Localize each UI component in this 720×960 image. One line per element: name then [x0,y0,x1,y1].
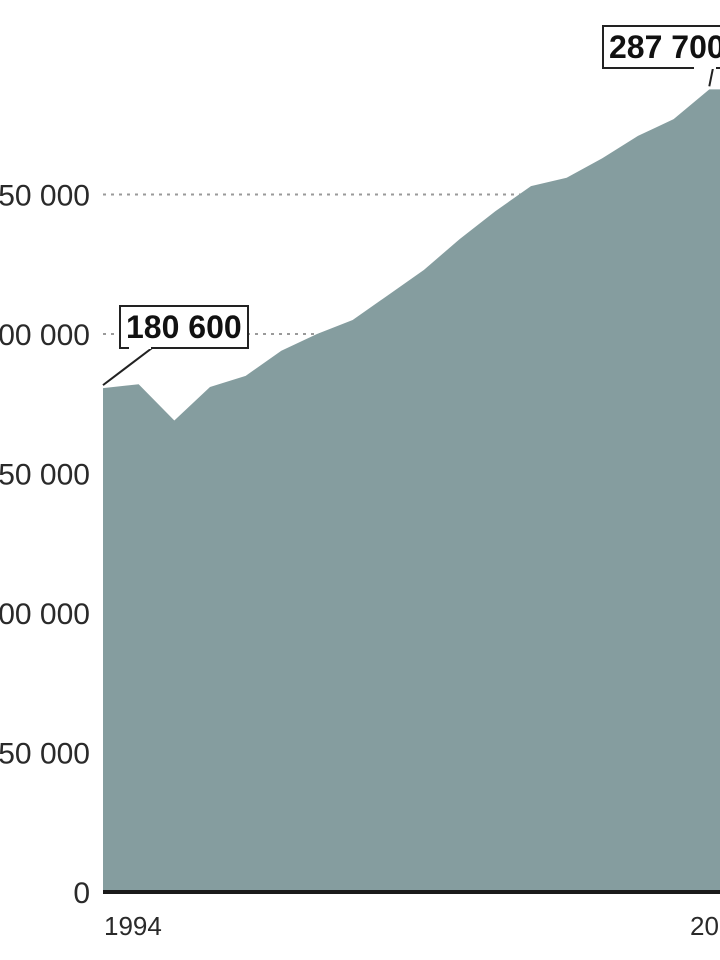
x-tick-label: 1994 [104,911,162,941]
y-tick-labels: 0 50 000 100 000 150 000 200 000 250 000 [0,180,90,911]
callouts: 180 600 287 700 [102,25,720,386]
x-tick-labels: 1994 2010 [104,911,720,941]
y-tick-label: 0 [73,877,90,910]
y-tick-label: 50 000 [0,738,90,771]
y-tick-label: 200 000 [0,319,90,352]
y-tick-label: 100 000 [0,598,90,631]
x-tick-label: 2010 [690,911,720,941]
callout: 287 700 [602,25,720,87]
area-series [103,89,720,892]
callout: 180 600 [102,305,249,386]
y-tick-label: 150 000 [0,459,90,492]
callout-label: 287 700 [609,29,720,65]
y-tick-label: 250 000 [0,180,90,213]
callout-label: 180 600 [126,309,242,345]
